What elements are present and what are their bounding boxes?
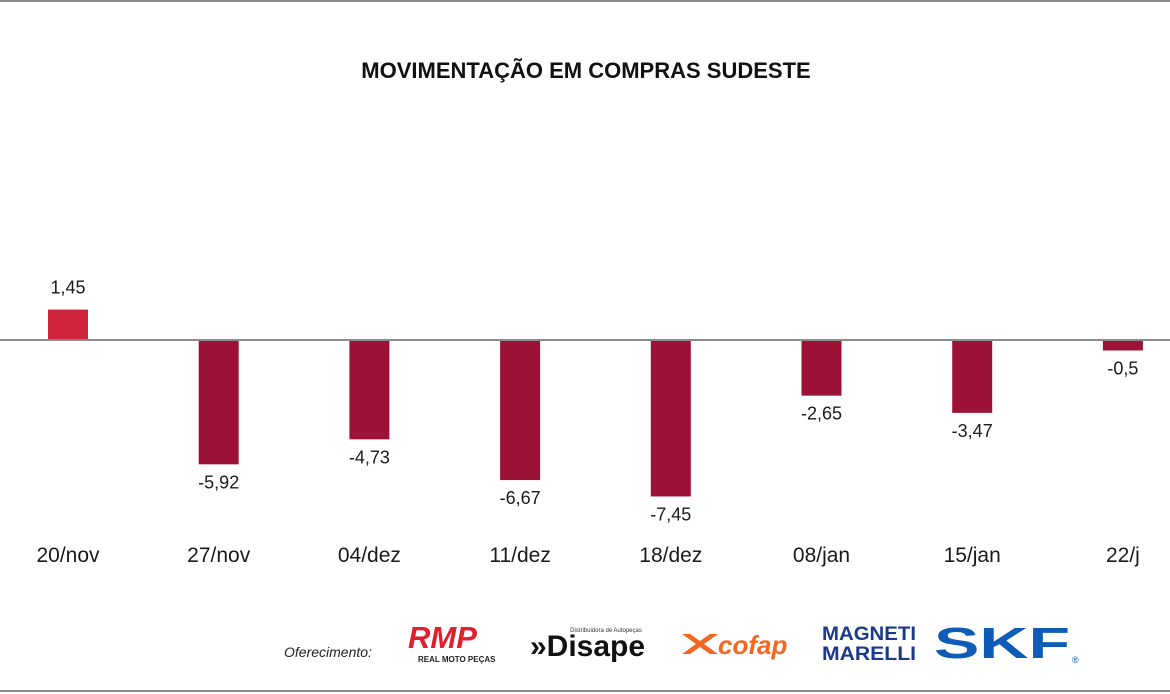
magneti-marelli-line1: MAGNETI: [822, 624, 916, 645]
category-label: 27/nov: [187, 544, 251, 567]
value-label: 1,45: [50, 278, 85, 298]
cofap-logo: cofap: [678, 618, 806, 666]
top-border: [0, 0, 1170, 2]
value-label: -2,65: [801, 404, 842, 424]
bar-18-dez: [650, 340, 691, 497]
disape-logo-text: »Disape: [530, 630, 645, 663]
category-label: 15/jan: [944, 544, 1001, 567]
disape-logo: Distribuidora de Autopeças »Disape: [528, 618, 664, 666]
value-label: -4,73: [349, 447, 390, 467]
cofap-logo-text: cofap: [718, 630, 787, 660]
rmp-logo-subtitle: REAL MOTO PEÇAS: [418, 655, 496, 664]
category-label: 20/nov: [36, 544, 100, 567]
category-label: 11/dez: [489, 544, 551, 567]
category-labels-group: 20/nov 27/nov 04/dez 11/dez 18/dez 08/jan 15/j…: [36, 544, 1139, 567]
bar-20-nov: [48, 309, 88, 340]
disape-logo-subtitle: Distribuidora de Autopeças: [570, 628, 642, 634]
bottom-border: [0, 690, 1170, 692]
value-label: -3,47: [952, 421, 993, 441]
skf-logo: SKF ®: [932, 618, 1082, 666]
rmp-logo-text: RMP: [408, 620, 477, 655]
chart-title: MOVIMENTAÇÃO EM COMPRAS SUDESTE: [361, 58, 810, 83]
value-label: -7,45: [650, 504, 691, 524]
sponsor-bar: Oferecimento: RMP REAL MOTO PEÇAS Distri…: [284, 618, 1096, 666]
category-label: 04/dez: [338, 544, 401, 567]
value-labels-group: 1,45 -5,92 -4,73 -6,67 -7,45 -2,65 -3,47 -0,5: [50, 278, 1138, 525]
cofap-x-icon: [681, 634, 718, 654]
category-label: 22/j: [1106, 544, 1140, 567]
rmp-logo: RMP REAL MOTO PEÇAS: [404, 618, 514, 666]
bar-11-dez: [500, 340, 541, 481]
magneti-marelli-line2: MARELLI: [822, 644, 916, 665]
category-label: 08/jan: [793, 544, 850, 567]
bar-15-jan: [952, 340, 993, 413]
bar-08-jan: [801, 340, 842, 396]
bar-27-nov: [198, 340, 239, 465]
value-label: -6,67: [500, 488, 541, 508]
value-label: -0,5: [1107, 359, 1138, 379]
skf-registered-mark: ®: [1072, 655, 1079, 665]
category-label: 18/dez: [639, 544, 702, 567]
magneti-marelli-logo: MAGNETI MARELLI: [820, 618, 918, 666]
bar-22-j: [1102, 340, 1143, 351]
bar-chart: MOVIMENTAÇÃO EM COMPRAS SUDESTE 1,45 -5,9…: [0, 58, 1170, 567]
value-label: -5,92: [198, 472, 239, 492]
skf-logo-text: SKF: [934, 619, 1070, 666]
sponsor-label: Oferecimento:: [284, 644, 372, 660]
bars-group: [48, 309, 1143, 497]
bar-04-dez: [349, 340, 390, 440]
